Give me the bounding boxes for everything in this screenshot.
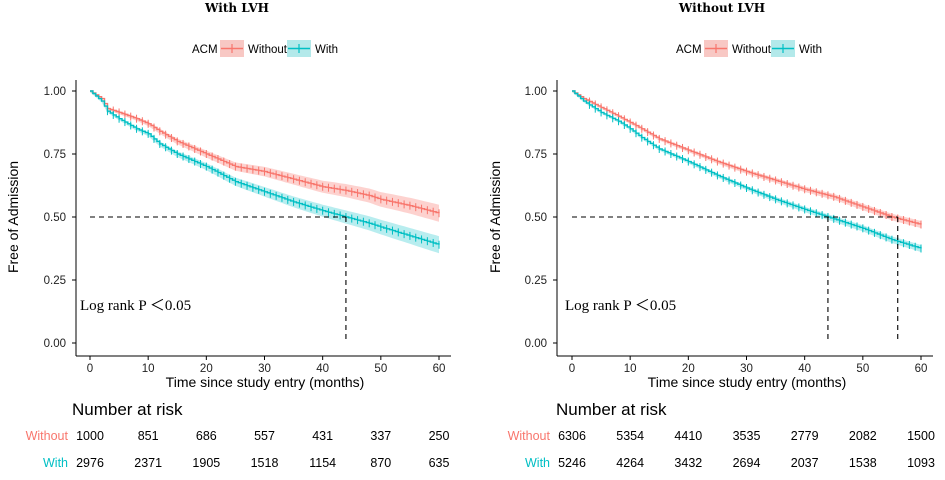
risk-cell: 3432 <box>674 456 702 470</box>
risk-cell: 635 <box>429 456 450 470</box>
legend-label-with: With <box>315 44 338 56</box>
risk-cell: 2694 <box>733 456 761 470</box>
risk-row-label: Without <box>26 429 69 443</box>
x-tick-label: 20 <box>200 363 213 375</box>
x-tick-label: 50 <box>374 363 387 375</box>
risk-cell: 1093 <box>907 456 935 470</box>
legend: ACM Without With <box>676 40 822 57</box>
x-tick-label: 10 <box>142 363 155 375</box>
x-tick-label: 60 <box>915 363 928 375</box>
y-tick-label: 1.00 <box>525 86 547 98</box>
risk-cell: 2082 <box>849 429 877 443</box>
km-curve-without <box>572 90 922 225</box>
x-tick-label: 40 <box>798 363 811 375</box>
risk-cell: 557 <box>254 429 275 443</box>
x-tick-label: 40 <box>316 363 329 375</box>
risk-cell: 1154 <box>309 456 336 470</box>
risk-cell: 5354 <box>616 429 644 443</box>
panel-with-lvh: With LVH ACM Without With Free of Admiss… <box>5 1 451 470</box>
legend-title: ACM <box>192 44 218 56</box>
y-tick-label: 0.75 <box>44 149 66 161</box>
y-tick-label: 0.00 <box>525 338 547 350</box>
legend-label-without: Without <box>732 44 772 56</box>
risk-row-label: With <box>525 456 550 470</box>
chart-title: Without LVH <box>678 1 765 15</box>
legend-label-without: Without <box>248 44 288 56</box>
risk-cell: 337 <box>370 429 391 443</box>
x-tick-label: 60 <box>433 363 446 375</box>
y-tick-label: 0.00 <box>44 338 66 350</box>
risk-row-label: With <box>43 456 68 470</box>
risk-cell: 1538 <box>849 456 877 470</box>
x-axis-label: Time since study entry (months) <box>648 374 847 390</box>
risk-table-title: Number at risk <box>72 400 183 419</box>
risk-table: Without 6306 5354 4410 3535 2779 2082 1500 With 5… <box>508 429 935 470</box>
x-tick-label: 10 <box>624 363 637 375</box>
risk-cell: 1000 <box>76 429 104 443</box>
risk-cell: 250 <box>429 429 450 443</box>
y-tick-label: 0.25 <box>44 275 66 287</box>
risk-cell: 870 <box>370 456 391 470</box>
y-axis-label: Free of Admission <box>487 161 503 273</box>
x-tick-label: 20 <box>682 363 695 375</box>
risk-cell: 2371 <box>134 456 162 470</box>
risk-row-label: Without <box>508 429 551 443</box>
y-tick-label: 0.25 <box>525 275 547 287</box>
ci-band-with <box>90 91 439 254</box>
y-axis-label: Free of Admission <box>5 161 21 273</box>
risk-cell: 1905 <box>192 456 220 470</box>
x-axis-label: Time since study entry (months) <box>166 374 365 390</box>
x-tick-label: 50 <box>856 363 869 375</box>
risk-cell: 1500 <box>907 429 935 443</box>
risk-cell: 686 <box>196 429 217 443</box>
risk-cell: 4410 <box>674 429 702 443</box>
plot-area: 0.00 0.25 0.50 0.75 1.00 0 10 20 30 40 50 60 <box>525 80 933 375</box>
risk-cell: 4264 <box>616 456 644 470</box>
legend-label-with: With <box>799 44 822 56</box>
x-tick-label: 0 <box>87 363 93 375</box>
panel-without-lvh: Without LVH ACM Without With Free of Adm… <box>487 1 935 470</box>
x-tick-label: 30 <box>740 363 753 375</box>
risk-table: Without 1000 851 686 557 431 337 250 With 2976 237… <box>26 429 450 470</box>
risk-cell: 1518 <box>251 456 279 470</box>
risk-cell: 2037 <box>791 456 819 470</box>
log-rank-annotation: Log rank P ＜0.05 <box>80 298 191 314</box>
risk-cell: 2779 <box>791 429 819 443</box>
chart-title: With LVH <box>204 1 269 15</box>
y-tick-label: 1.00 <box>44 86 66 98</box>
plot-area: 0.00 0.25 0.50 0.75 1.00 0 10 20 30 40 50 60 <box>44 80 451 375</box>
x-tick-label: 0 <box>569 363 575 375</box>
risk-cell: 3535 <box>733 429 761 443</box>
log-rank-annotation: Log rank P ＜0.05 <box>565 298 676 314</box>
risk-cell: 2976 <box>76 456 104 470</box>
risk-cell: 851 <box>138 429 159 443</box>
y-tick-label: 0.50 <box>525 212 547 224</box>
risk-table-title: Number at risk <box>556 400 667 419</box>
risk-cell: 6306 <box>558 429 586 443</box>
legend: ACM Without With <box>192 40 338 57</box>
risk-cell: 5246 <box>558 456 586 470</box>
legend-title: ACM <box>676 44 702 56</box>
x-tick-label: 30 <box>258 363 271 375</box>
risk-cell: 431 <box>312 429 333 443</box>
y-tick-label: 0.75 <box>525 149 547 161</box>
y-tick-label: 0.50 <box>44 212 66 224</box>
